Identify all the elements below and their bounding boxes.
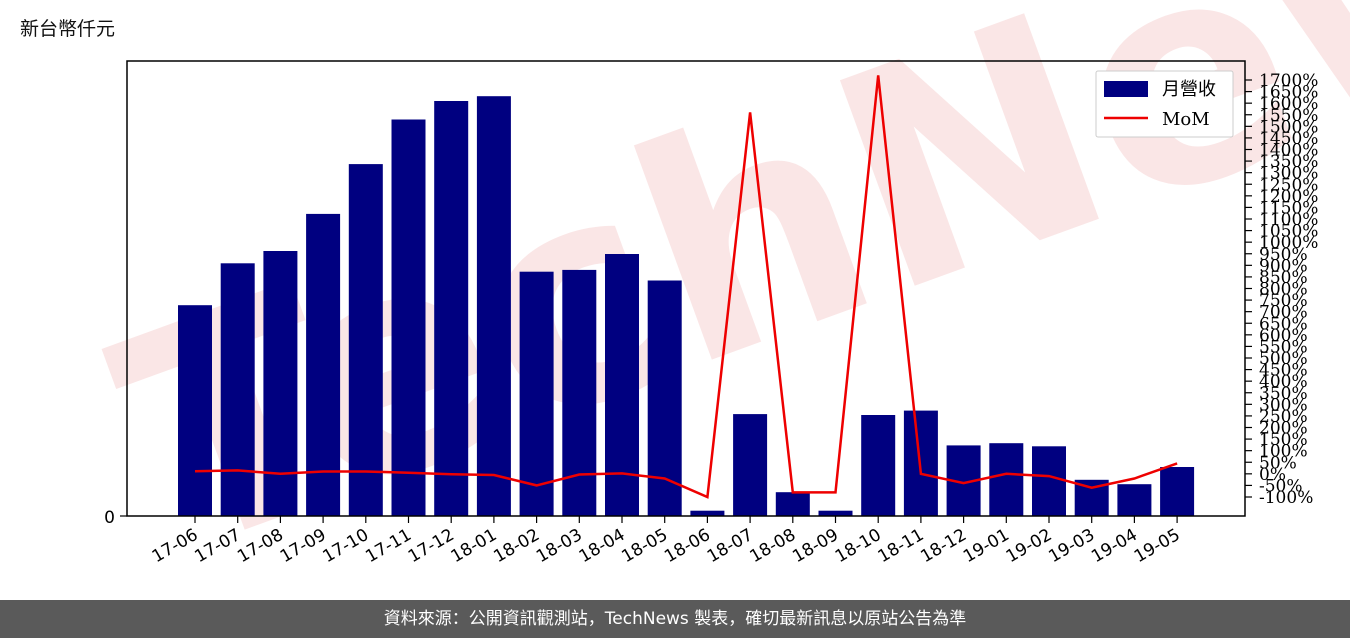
right-tick-label: 200% (1259, 419, 1308, 439)
x-tick-label: 18-05 (618, 525, 671, 567)
legend-bar-label: 月營收 (1162, 79, 1216, 100)
right-tick-label: 900% (1259, 256, 1308, 276)
right-axis: -100%-50%0%50%100%150%200%250%300%350%40… (1245, 71, 1318, 508)
right-tick-label: 1600% (1259, 94, 1318, 114)
bar-18-08 (775, 492, 810, 516)
x-tick-label: 18-06 (661, 525, 714, 567)
right-tick-label: 400% (1259, 372, 1308, 392)
right-tick-label: 850% (1259, 268, 1308, 288)
legend-bar-swatch (1104, 81, 1148, 97)
bar-18-02 (519, 271, 554, 516)
bar-18-10 (861, 415, 896, 516)
right-tick-label: 150% (1259, 430, 1308, 450)
bar-17-08 (263, 251, 298, 516)
x-tick-label: 18-07 (704, 525, 757, 567)
right-tick-label: 750% (1259, 291, 1308, 311)
right-tick-label: 1100% (1259, 210, 1318, 230)
x-tick-label: 18-09 (789, 525, 842, 567)
left-tick-label: 0 (104, 508, 115, 528)
x-tick-label: 18-01 (448, 525, 501, 567)
x-tick-label: 19-04 (1088, 525, 1141, 567)
bar-18-05 (647, 280, 682, 516)
x-tick-label: 18-03 (533, 525, 586, 567)
bar-19-04 (1117, 484, 1152, 516)
right-tick-label: 1550% (1259, 106, 1318, 126)
bar-18-03 (562, 269, 597, 516)
x-tick-label: 18-12 (917, 525, 970, 567)
right-tick-label: 1000% (1259, 233, 1318, 253)
right-tick-label: 550% (1259, 337, 1308, 357)
right-tick-label: 1250% (1259, 175, 1318, 195)
bar-19-02 (1032, 446, 1066, 516)
right-tick-label: 250% (1259, 407, 1308, 427)
bar-18-06 (690, 510, 725, 516)
mom-line (194, 75, 1178, 499)
bar-19-01 (989, 443, 1024, 516)
bar-17-10 (348, 164, 383, 516)
chart: TechNews 0 -100%-50%0%50%100%150%200%250… (80, 0, 1350, 600)
bar-18-07 (733, 414, 768, 516)
bar-17-09 (306, 213, 341, 516)
right-tick-label: 1200% (1259, 187, 1318, 207)
right-tick-label: 300% (1259, 395, 1308, 415)
right-tick-label: 1300% (1259, 164, 1318, 184)
bar-series (178, 96, 1195, 516)
right-tick-label: 1050% (1259, 222, 1318, 242)
bar-19-05 (1160, 467, 1195, 516)
right-tick-label: 1650% (1259, 83, 1318, 103)
right-tick-label: -50% (1259, 476, 1303, 496)
bar-17-06 (178, 305, 212, 516)
x-tick-label: 18-08 (747, 525, 800, 567)
right-tick-label: 1400% (1259, 141, 1318, 161)
right-tick-label: 950% (1259, 245, 1308, 265)
x-tick-label: 19-02 (1003, 525, 1056, 567)
right-tick-label: 1700% (1259, 71, 1318, 91)
right-tick-label: 100% (1259, 442, 1308, 462)
left-axis: 0 (104, 508, 127, 528)
y-axis-unit-label: 新台幣仟元 (20, 18, 116, 40)
x-tick-label: 19-03 (1045, 525, 1098, 567)
legend-line-label: MoM (1162, 109, 1210, 130)
mom-series (194, 75, 1178, 499)
x-tick-label: 18-02 (490, 525, 543, 567)
right-tick-label: 600% (1259, 326, 1308, 346)
bar-17-12 (434, 101, 469, 516)
right-tick-label: 0% (1259, 465, 1286, 485)
x-tick-label: 18-04 (576, 525, 629, 567)
right-tick-label: 700% (1259, 303, 1308, 323)
right-tick-label: 350% (1259, 384, 1308, 404)
bar-18-04 (605, 254, 639, 516)
right-tick-label: 50% (1259, 453, 1297, 473)
source-footer: 資料來源：公開資訊觀測站，TechNews 製表，確切最新訊息以原站公告為準 (0, 600, 1350, 638)
x-tick-label: 18-10 (832, 525, 885, 567)
x-tick-label: 18-11 (875, 525, 928, 567)
right-tick-label: 450% (1259, 361, 1308, 381)
x-tick-label: 19-01 (960, 525, 1013, 567)
right-tick-label: 1350% (1259, 152, 1318, 172)
right-tick-label: 800% (1259, 280, 1308, 300)
legend: 月營收 MoM (1095, 70, 1234, 138)
bar-18-01 (476, 96, 511, 516)
bar-17-07 (220, 263, 255, 516)
bar-17-11 (391, 119, 426, 516)
right-tick-label: 500% (1259, 349, 1308, 369)
right-tick-label: 650% (1259, 314, 1308, 334)
right-tick-label: 1500% (1259, 117, 1318, 137)
right-tick-label: -100% (1259, 488, 1313, 508)
right-tick-label: 1450% (1259, 129, 1318, 149)
right-tick-label: 1150% (1259, 198, 1318, 218)
x-tick-label: 19-05 (1131, 525, 1184, 567)
bar-18-09 (818, 510, 853, 516)
